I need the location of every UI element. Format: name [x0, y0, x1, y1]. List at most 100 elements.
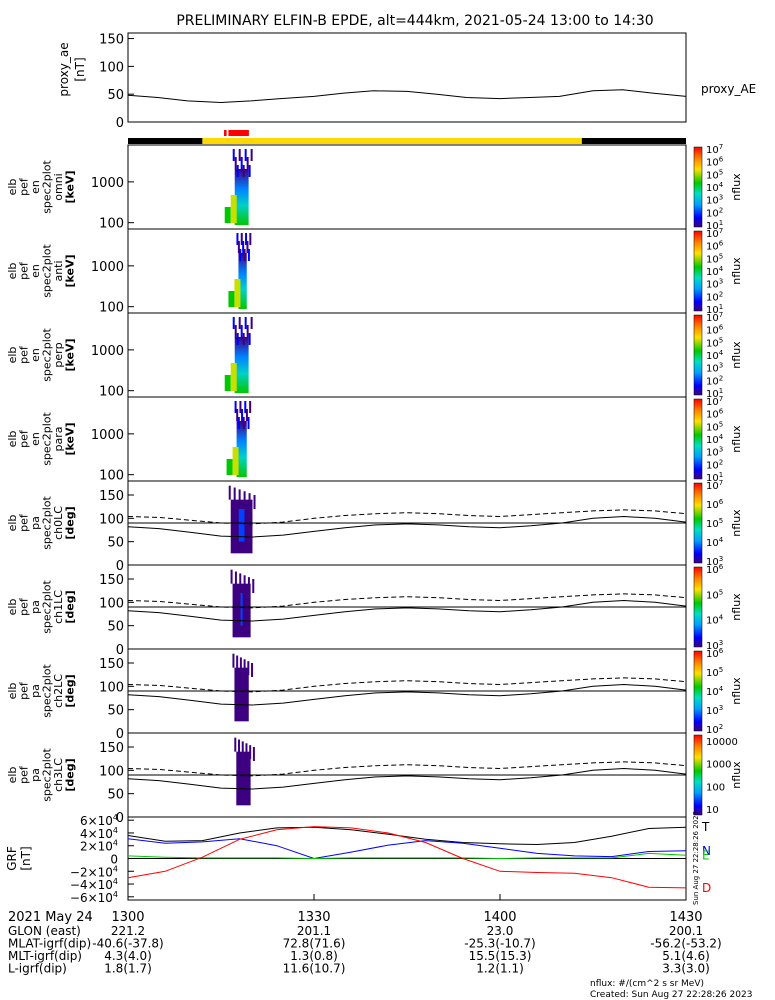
colorbar-tick-exp: 2	[719, 723, 723, 731]
footer-row-value: 201.1	[297, 924, 331, 938]
loss-cone-line	[127, 683, 687, 706]
y-tick-label: 1000	[91, 260, 124, 275]
y-axis-unit: [nT]	[19, 846, 33, 870]
colorbar-tick-label: 102	[706, 723, 723, 736]
flux-cell	[230, 363, 237, 391]
flux-cell	[240, 233, 243, 245]
y-tick-label: 150	[99, 489, 124, 504]
y-axis-label-part: [keV]	[64, 338, 77, 371]
colorbar-label: nflux	[730, 425, 743, 453]
flux-blob	[234, 667, 249, 722]
colorbar-tick-label: 102	[706, 458, 723, 471]
y-axis-label-part: pef	[18, 429, 31, 448]
grf-line-T	[127, 826, 687, 846]
colorbar-tick-exp: 5	[719, 336, 723, 344]
colorbar-tick-label: 105	[706, 517, 723, 530]
flux-cell	[247, 417, 250, 429]
colorbar-tick-label: 10	[706, 805, 719, 816]
y-axis-label-part: omni	[52, 173, 65, 200]
y-tick-label: 150	[99, 573, 124, 588]
y-tick-label: 0	[116, 643, 124, 658]
flux-cell	[224, 375, 231, 391]
flux-cell	[247, 661, 250, 676]
flux-cell	[241, 741, 244, 756]
spectrogram-panel: 050100150elbpefpaspec2plotch3LC[deg]1010…	[6, 732, 743, 826]
panel-frame	[127, 228, 687, 314]
colorbar-tick-label: 105	[706, 252, 723, 265]
colorbar-tick-label: 104	[706, 265, 724, 278]
colorbar-tick-label: 104	[706, 685, 724, 698]
y-axis-label-part: en	[29, 264, 42, 278]
y-tick-label: 150	[99, 33, 124, 48]
colorbar-tick-exp: 5	[719, 168, 723, 176]
colorbar-tick-label: 1000	[706, 760, 731, 771]
flux-cell	[252, 747, 255, 761]
y-axis-label-part: perp	[52, 342, 65, 367]
flux-cell	[232, 317, 235, 329]
colorbar-tick-label: 104	[706, 181, 724, 194]
y-axis-label-part: elb	[6, 683, 19, 700]
y-axis-label-part: en	[29, 180, 42, 194]
y-axis-label-part: spec2plot	[41, 496, 54, 550]
y-axis-label-part: pa	[29, 684, 42, 698]
y-axis-label-part: pef	[18, 513, 31, 532]
status-segment-off	[128, 138, 203, 144]
footer-units: nflux: #/(cm^2 s sr MeV)	[590, 979, 704, 989]
panel-frame	[127, 312, 687, 398]
spectrogram-panel: 050100150elbpefpaspec2plotch1LC[deg]1031…	[6, 563, 743, 658]
flux-cell	[243, 659, 246, 674]
flux-cell	[238, 489, 241, 504]
y-tick-label: 50	[107, 620, 124, 635]
anti-loss-cone-line	[127, 761, 687, 777]
colorbar-scale	[693, 566, 703, 648]
flux-cell	[250, 149, 253, 161]
grf-line-E	[127, 852, 687, 860]
figure-title: PRELIMINARY ELFIN-B EPDE, alt=444km, 202…	[176, 13, 653, 29]
flux-cell	[247, 577, 250, 592]
colorbar-tick-exp: 3	[719, 639, 723, 647]
footer-row-value: -40.6(-37.8)	[92, 937, 163, 951]
colorbar-tick-exp: 6	[719, 324, 724, 332]
y-axis-label-part: [deg]	[64, 674, 77, 707]
loss-cone-line	[127, 599, 687, 622]
colorbar-tick-exp: 4	[719, 433, 724, 441]
y-tick-label: 50	[107, 788, 124, 803]
flux-cell	[237, 417, 240, 429]
y-axis-label-part: pef	[18, 765, 31, 784]
status-bar	[128, 130, 686, 144]
colorbar-tick-label: 102	[706, 206, 723, 219]
y-axis-label-part: spec2plot	[41, 664, 54, 718]
colorbar-tick-label: 102	[706, 290, 723, 303]
grf-line-D	[127, 826, 687, 889]
footer-row-label: GLON (east)	[8, 924, 81, 938]
colorbar-tick-exp: 1	[719, 387, 723, 395]
y-tick-exp: 4	[113, 826, 118, 835]
anti-loss-cone-line	[127, 593, 687, 609]
y-axis-label-part: pa	[29, 516, 42, 530]
colorbar-scale	[693, 230, 703, 312]
y-tick-exp: 4	[113, 877, 118, 886]
flux-cell	[230, 195, 237, 223]
flux-cell	[242, 241, 245, 253]
colorbar-tick-exp: 2	[719, 206, 723, 214]
colorbar-label: nflux	[730, 341, 743, 369]
flux-cell	[245, 743, 248, 758]
colorbar-tick-exp: 7	[719, 395, 723, 403]
flux-cell	[240, 157, 243, 169]
flux-cell	[246, 241, 249, 253]
y-axis-label-part: pef	[18, 261, 31, 280]
flux-cell	[247, 249, 250, 261]
y-axis-label-part: elb	[6, 767, 19, 784]
y-axis-label: proxy_ae	[57, 42, 71, 96]
colorbar-tick-exp: 1	[719, 471, 723, 479]
footer-row-value: -56.2(-53.2)	[650, 937, 721, 951]
status-segment-off	[581, 138, 686, 144]
colorbar-tick-label: 105	[706, 168, 723, 181]
footer-row-value: 72.8(71.6)	[283, 937, 346, 951]
colorbar-label: nflux	[730, 257, 743, 285]
footer-row-label: L-igrf(dip)	[8, 962, 67, 976]
y-axis-label-part: para	[52, 427, 65, 452]
colorbar-tick-exp: 3	[719, 446, 723, 454]
y-tick-exp: 4	[113, 839, 118, 848]
y-tick-label: 0	[116, 116, 124, 131]
